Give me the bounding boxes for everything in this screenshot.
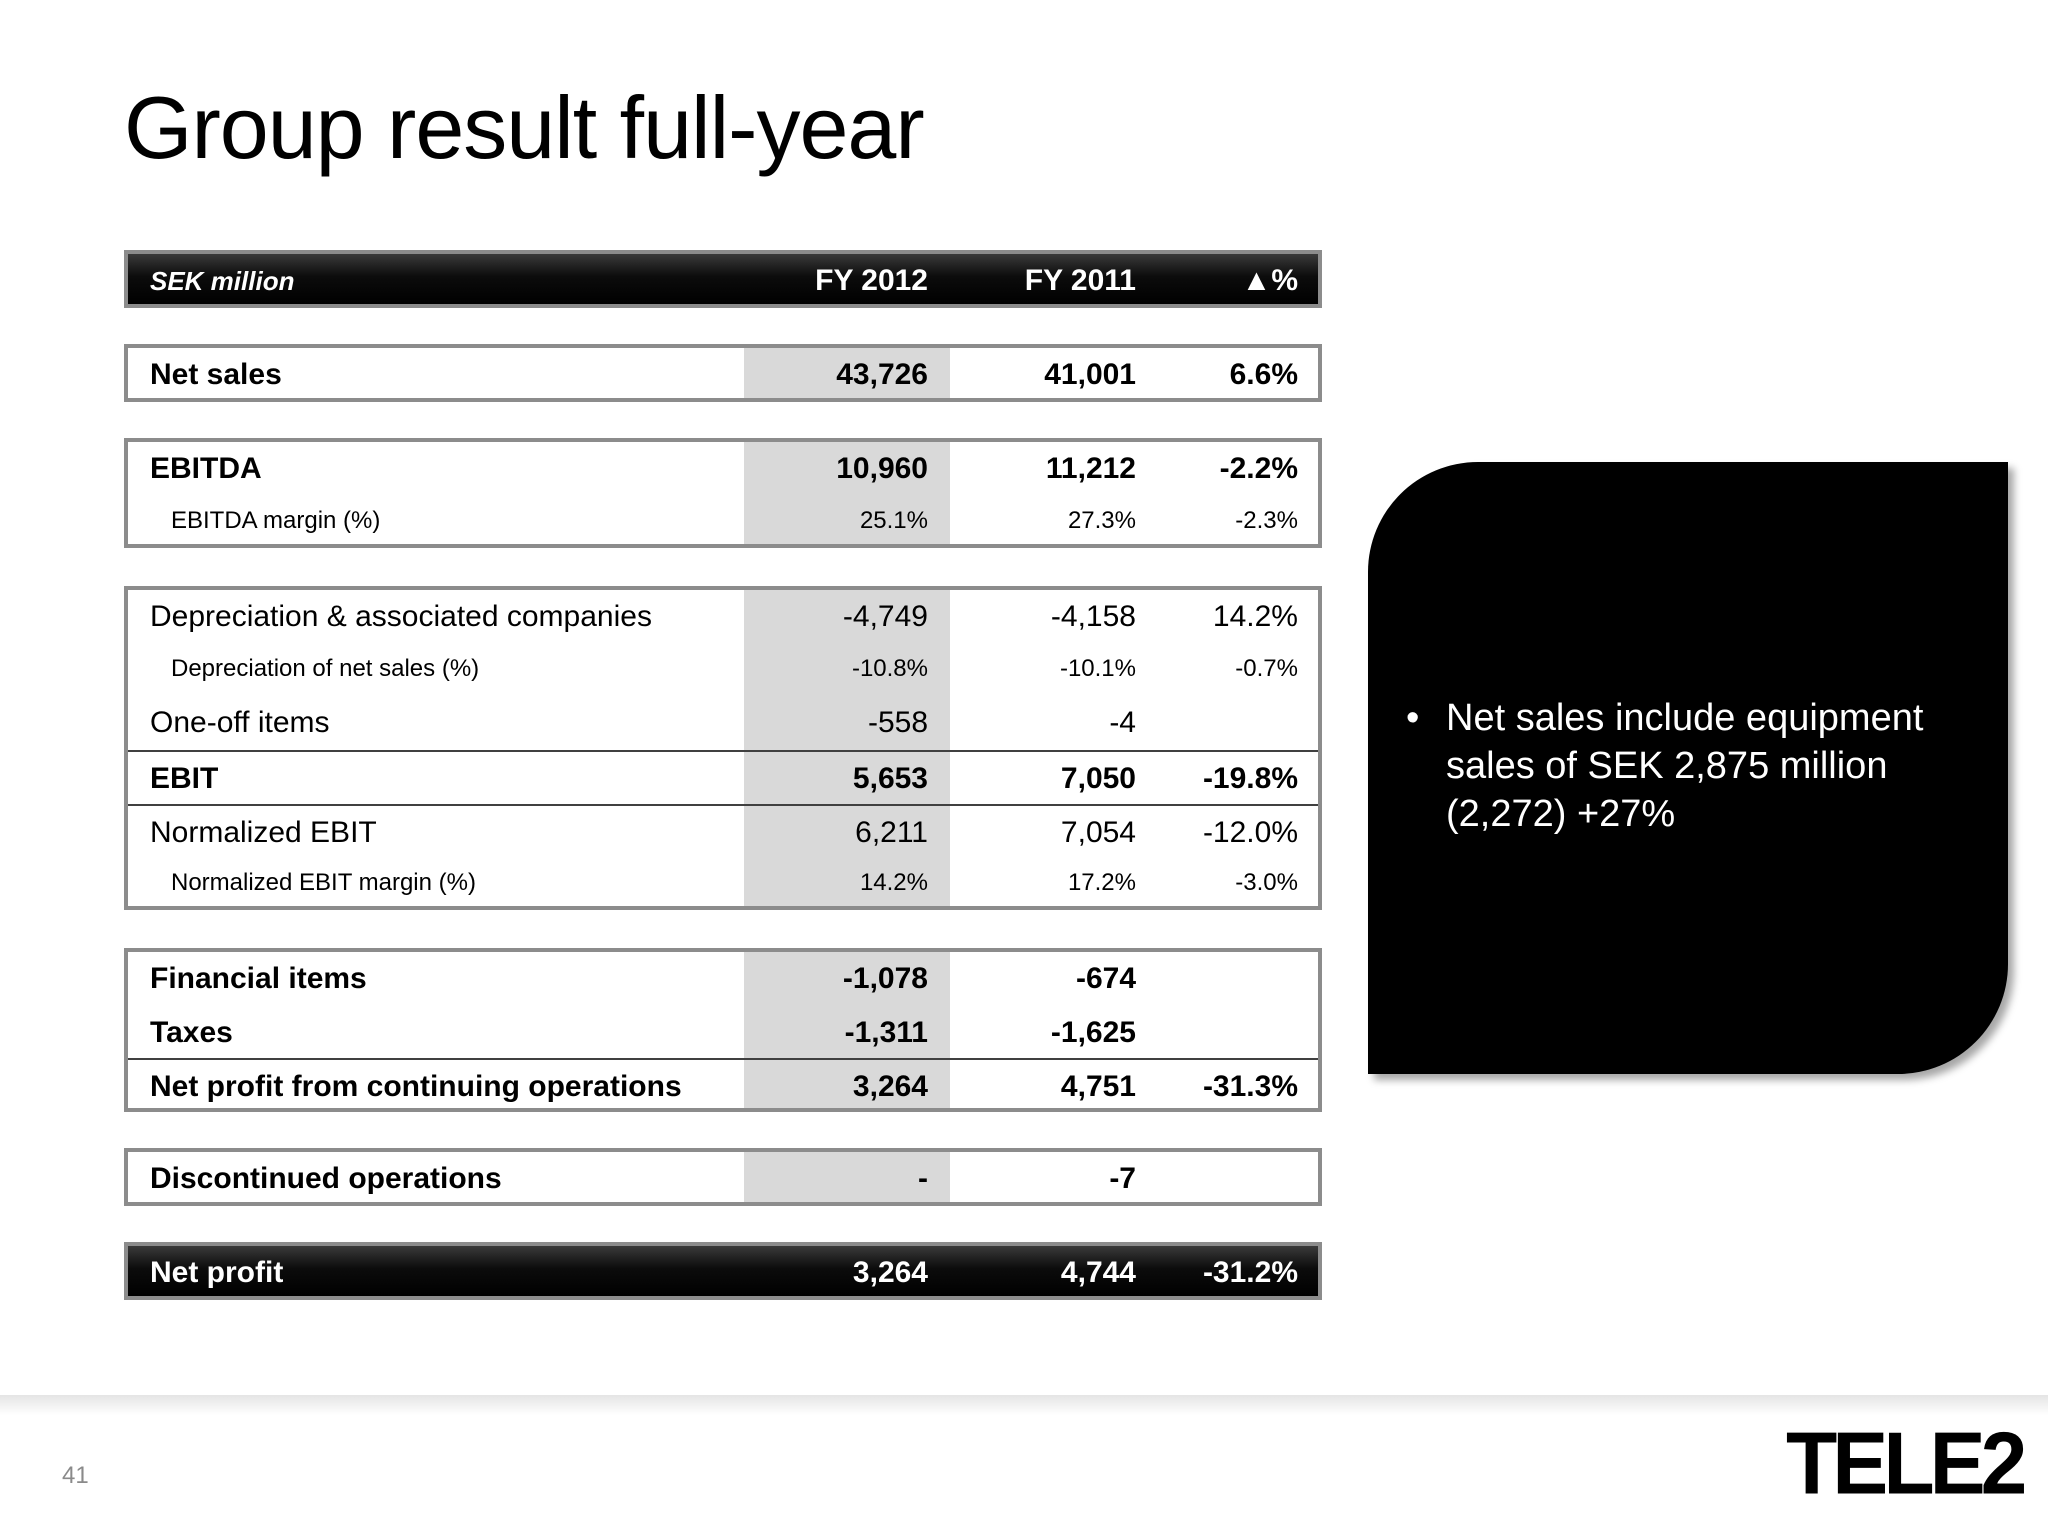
row-label: Normalized EBIT: [150, 816, 377, 849]
row-label: Taxes: [150, 1016, 233, 1049]
row-label: Depreciation & associated companies: [150, 600, 652, 633]
row-fy2011: 7,054: [1060, 816, 1136, 849]
fy2012-highlight: [744, 590, 950, 906]
row-change: -0.7%: [1235, 655, 1298, 682]
table-row: Normalized EBIT 6,211 7,054 -12.0%: [128, 804, 1318, 860]
row-label: Depreciation of net sales (%): [171, 655, 480, 682]
net-profit-cont-block: Financial items -1,078 -674 Taxes -1,311…: [124, 948, 1322, 1112]
header-change: ▲%: [1241, 264, 1298, 297]
row-fy2011: -4: [1109, 706, 1136, 739]
row-change: -19.8%: [1202, 762, 1298, 795]
table-row: EBITDA 10,960 11,212 -2.2%: [128, 442, 1318, 496]
table-row: EBIT 5,653 7,050 -19.8%: [128, 750, 1318, 806]
row-change: 6.6%: [1229, 358, 1298, 391]
row-fy2012: -10.8%: [851, 655, 928, 682]
bullet-icon: •: [1406, 697, 1420, 739]
row-fy2011: 27.3%: [1067, 507, 1136, 534]
table-row: Net profit from continuing operations 3,…: [128, 1058, 1318, 1114]
header-fy2012: FY 2012: [815, 264, 928, 297]
table-header: SEK million FY 2012 FY 2011 ▲%: [124, 250, 1322, 308]
row-label: Normalized EBIT margin (%): [171, 869, 476, 896]
row-fy2012: 10,960: [836, 452, 928, 485]
callout-box: • Net sales include equipment sales of S…: [1368, 462, 2008, 1074]
row-change: -2.2%: [1219, 452, 1298, 485]
table-row: Depreciation & associated companies -4,7…: [128, 590, 1318, 644]
ebit-block: Depreciation & associated companies -4,7…: [124, 586, 1322, 910]
row-fy2012: -4,749: [842, 600, 928, 633]
row-fy2012: 14.2%: [859, 869, 928, 896]
row-change: -2.3%: [1235, 507, 1298, 534]
header-label: SEK million: [150, 265, 295, 296]
fy2012-highlight: [744, 442, 950, 544]
ebitda-block: EBITDA 10,960 11,212 -2.2% EBITDA margin…: [124, 438, 1322, 548]
row-fy2011: -674: [1075, 962, 1136, 995]
row-fy2012: 43,726: [836, 358, 928, 391]
row-fy2011: 17.2%: [1067, 869, 1136, 896]
net-sales-block: Net sales 43,726 41,001 6.6%: [124, 344, 1322, 402]
row-fy2012: 3,264: [852, 1070, 928, 1103]
row-fy2012: 5,653: [852, 762, 928, 795]
row-fy2011: -1,625: [1050, 1016, 1136, 1049]
row-fy2011: 4,751: [1060, 1070, 1136, 1103]
row-label: EBIT: [150, 762, 219, 795]
table-row: Depreciation of net sales (%) -10.8% -10…: [128, 642, 1318, 696]
row-label: EBITDA: [150, 452, 262, 485]
row-fy2012: -: [918, 1162, 928, 1195]
row-fy2012: -1,311: [844, 1016, 928, 1049]
callout-text: Net sales include equipment sales of SEK…: [1446, 697, 1924, 835]
row-label: Net profit from continuing operations: [150, 1070, 682, 1103]
row-label: EBITDA margin (%): [171, 507, 381, 534]
row-fy2011: 41,001: [1044, 358, 1136, 391]
row-change: -31.3%: [1202, 1070, 1298, 1103]
callout-bullet: • Net sales include equipment sales of S…: [1406, 694, 1976, 838]
table-row: Normalized EBIT margin (%) 14.2% 17.2% -…: [128, 856, 1318, 910]
tele2-logo: TELE2: [1786, 1413, 2027, 1513]
row-change: -12.0%: [1202, 816, 1298, 849]
row-label: Net sales: [150, 358, 282, 391]
table-row: One-off items -558 -4: [128, 696, 1318, 750]
row-fy2011: 11,212: [1045, 452, 1136, 485]
row-fy2012: -558: [867, 706, 928, 739]
page-number: 41: [62, 1462, 89, 1489]
row-label: Discontinued operations: [150, 1162, 502, 1195]
row-fy2011: -7: [1109, 1162, 1136, 1195]
net-profit-block: Net profit 3,264 4,744 -31.2%: [124, 1242, 1322, 1300]
row-fy2011: 7,050: [1060, 762, 1136, 795]
row-fy2012: 25.1%: [859, 507, 928, 534]
table-row: Net profit 3,264 4,744 -31.2%: [128, 1246, 1318, 1300]
row-change: -3.0%: [1235, 869, 1298, 896]
page-title: Group result full-year: [124, 78, 925, 177]
row-fy2011: -4,158: [1050, 600, 1136, 633]
table-row: Financial items -1,078 -674: [128, 952, 1318, 1006]
row-label: One-off items: [150, 706, 330, 739]
fy2012-highlight: [744, 348, 950, 398]
footer-band: [0, 1395, 2048, 1415]
row-fy2011: 4,744: [1060, 1256, 1136, 1289]
row-change: 14.2%: [1212, 600, 1298, 633]
table-row: Discontinued operations - -7: [128, 1152, 1318, 1206]
discontinued-block: Discontinued operations - -7: [124, 1148, 1322, 1206]
table-row: EBITDA margin (%) 25.1% 27.3% -2.3%: [128, 494, 1318, 548]
row-change: -31.2%: [1202, 1256, 1298, 1289]
table-row: Taxes -1,311 -1,625: [128, 1006, 1318, 1060]
row-fy2012: -1,078: [842, 962, 928, 995]
row-fy2012: 3,264: [852, 1256, 928, 1289]
header-fy2011: FY 2011: [1024, 264, 1136, 297]
row-label: Financial items: [150, 962, 367, 995]
row-fy2011: -10.1%: [1059, 655, 1136, 682]
row-label: Net profit: [150, 1256, 284, 1289]
fy2012-highlight: [744, 952, 950, 1108]
table-row: Net sales 43,726 41,001 6.6%: [128, 348, 1318, 402]
fy2012-highlight: [744, 1152, 950, 1202]
row-fy2012: 6,211: [855, 816, 928, 849]
